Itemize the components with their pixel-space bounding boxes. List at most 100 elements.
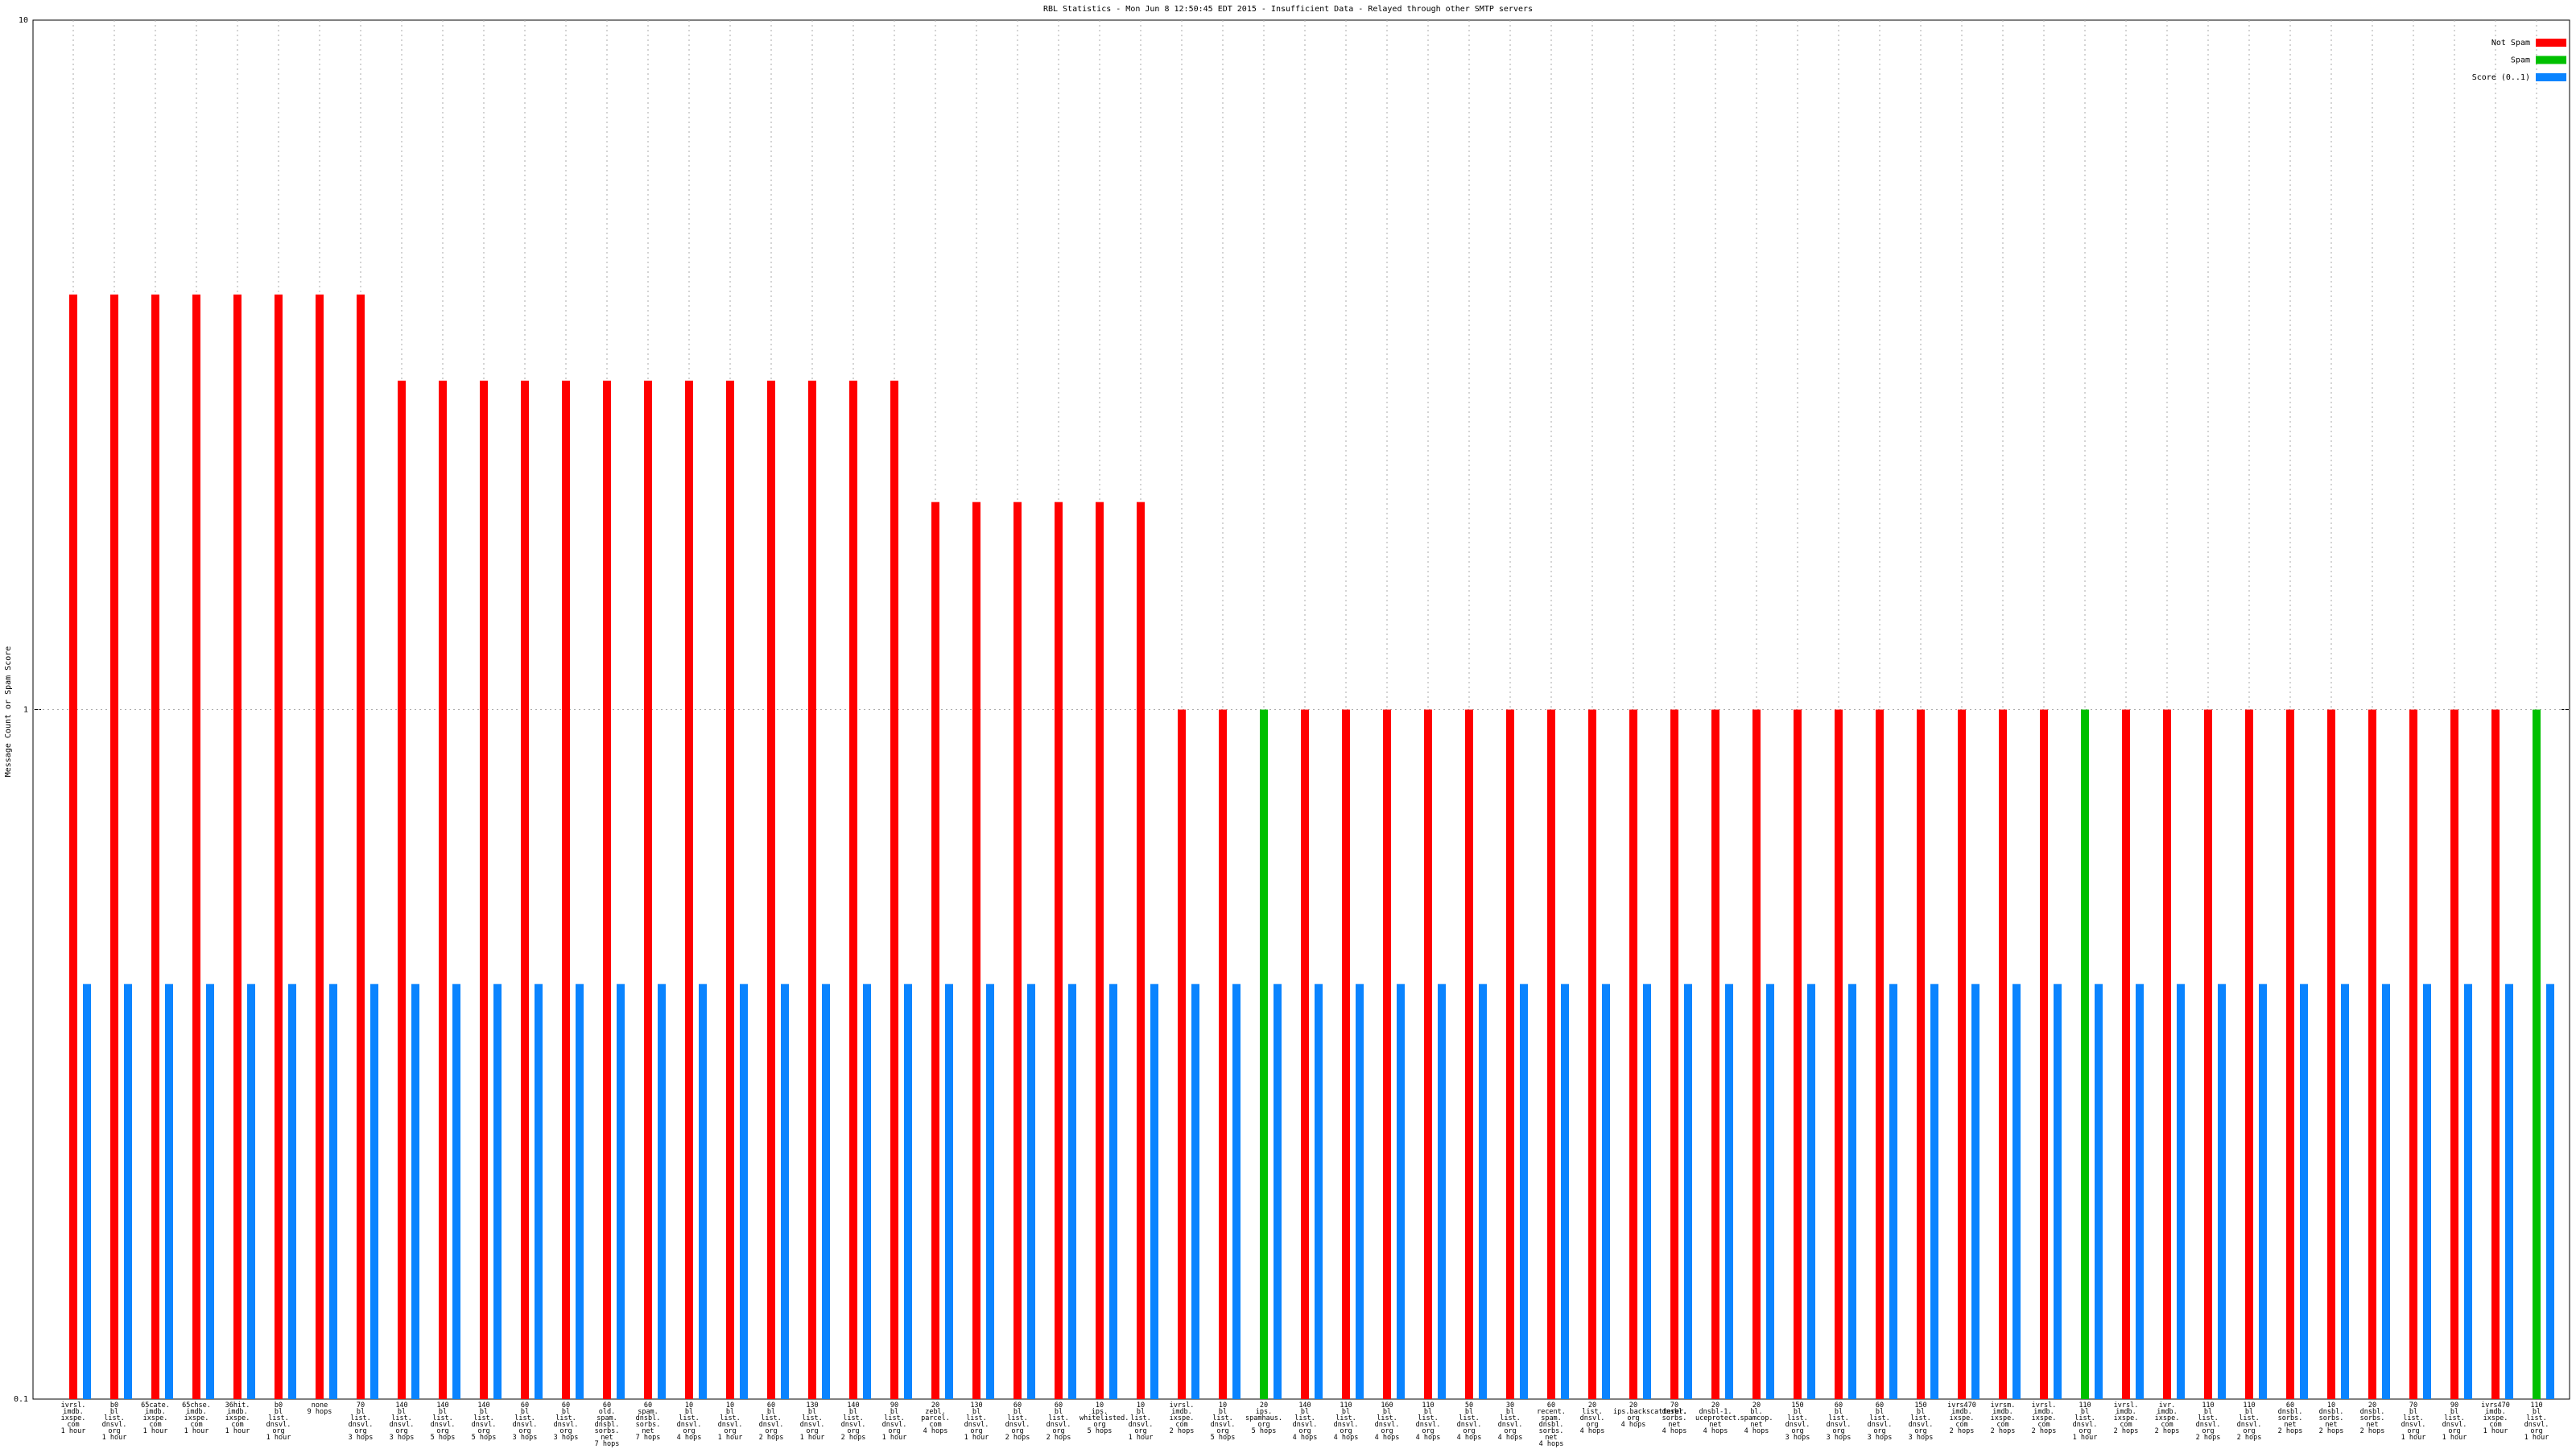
bar [493, 984, 502, 1399]
bar [1219, 709, 1227, 1399]
bar [1520, 984, 1528, 1399]
x-tick-label: 110 bl list. dnsvl. org 1 hour [2072, 1402, 2098, 1442]
bar [480, 380, 488, 1399]
bar [1068, 984, 1076, 1399]
bar [1479, 984, 1487, 1399]
bar [329, 984, 337, 1399]
bar [904, 984, 912, 1399]
bar [1178, 709, 1186, 1399]
x-tick-label: 90 bl list. dnsvl. org 1 hour [2442, 1402, 2467, 1442]
x-tick-label: 150 bl list. dnsvl. org 3 hops [1908, 1402, 1934, 1442]
bar [1930, 984, 1938, 1399]
bar [986, 984, 994, 1399]
x-tick-label: ivrsl. imdb. ixspe. com 1 hour [60, 1402, 86, 1435]
bar [699, 984, 707, 1399]
bar [521, 380, 529, 1399]
bar [2300, 984, 2308, 1399]
x-tick-label: 20 ips. spamhaus. org 5 hops [1245, 1402, 1283, 1435]
x-tick-label: 70 bl list. dnsvl. org 3 hops [348, 1402, 374, 1442]
bar [1547, 709, 1555, 1399]
x-tick-label: 20 dnsbl-1. uceprotect. net 4 hops [1695, 1402, 1741, 1435]
bar [1629, 709, 1637, 1399]
bar [2450, 709, 2458, 1399]
x-tick-label: 20 list. dnsvl. org 4 hops [1579, 1402, 1605, 1435]
bar [822, 984, 830, 1399]
bar [1055, 502, 1063, 1400]
bar [1588, 709, 1596, 1399]
bar [767, 380, 775, 1399]
bar [617, 984, 625, 1399]
x-tick-label: 60 bl list. dnsvl. org 3 hops [1867, 1402, 1893, 1442]
x-tick-label: 30 bl list. dnsvl. org 4 hops [1497, 1402, 1523, 1442]
x-tick-label: 60 bl list. dnsvl. org 3 hops [512, 1402, 538, 1442]
x-tick-label: 10 bl list. dnsvl. org 4 hops [676, 1402, 702, 1442]
bar [1137, 502, 1145, 1400]
bar [1506, 709, 1514, 1399]
x-tick-label: ivrsm. imdb. ixspe. com 2 hops [1990, 1402, 2016, 1435]
bar [1191, 984, 1199, 1399]
bar [2382, 984, 2390, 1399]
bar [2259, 984, 2267, 1399]
chart-title: RBL Statistics - Mon Jun 8 12:50:45 EDT … [1043, 5, 1533, 14]
x-tick-label: 110 bl list. dnsvl. org 2 hops [2236, 1402, 2262, 1442]
x-tick-label: 65cate. imdb. ixspe. com 1 hour [141, 1402, 170, 1435]
x-tick-label: 50 bl list. dnsvl. org 4 hops [1456, 1402, 1482, 1442]
bar [2163, 709, 2171, 1399]
bar [1643, 984, 1651, 1399]
bar [1301, 709, 1309, 1399]
y-axis-label: Message Count or Spam Score [4, 646, 13, 778]
bar [1794, 709, 1802, 1399]
x-tick-label: 110 bl list. dnsvl. org 4 hops [1333, 1402, 1359, 1442]
bar [2327, 709, 2335, 1399]
bar [2013, 984, 2021, 1399]
bar [1602, 984, 1610, 1399]
x-tick-label: 110 bl list. dnsvl. org 1 hour [2524, 1402, 2549, 1442]
bar [1917, 709, 1925, 1399]
bar [2081, 709, 2089, 1399]
x-tick-label: 60 bl list. dnsvl. org 2 hops [758, 1402, 784, 1442]
bar [69, 294, 77, 1399]
x-tick-label: 140 bl list. dnsvl. org 2 hops [840, 1402, 866, 1442]
x-tick-label: ivrsl. imdb. ixspe. com 2 hops [2031, 1402, 2057, 1435]
bar [2177, 984, 2185, 1399]
bar [562, 380, 570, 1399]
bar [1684, 984, 1692, 1399]
x-tick-label: 20 zebl. parcel. com 4 hops [921, 1402, 950, 1435]
bar [2423, 984, 2431, 1399]
bar [316, 294, 324, 1399]
bar [357, 294, 365, 1399]
bar [1725, 984, 1733, 1399]
bar [1096, 502, 1104, 1400]
bar [2341, 984, 2349, 1399]
bar [1711, 709, 1719, 1399]
bar [1397, 984, 1405, 1399]
bar [1342, 709, 1350, 1399]
bar [849, 380, 857, 1399]
bar [247, 984, 255, 1399]
bar [1889, 984, 1897, 1399]
bar [275, 294, 283, 1399]
bar [151, 294, 159, 1399]
x-tick-label: 70 bl list. dnsvl. org 1 hour [2401, 1402, 2426, 1442]
bar [1958, 709, 1966, 1399]
bar [1670, 709, 1678, 1399]
x-tick-label: 130 bl list. dnsvl. org 1 hour [964, 1402, 989, 1442]
x-tick-label: 60 dnsbl. sorbs. net 2 hops [2277, 1402, 2303, 1435]
bar [452, 984, 460, 1399]
legend-label: Score (0..1) [2472, 73, 2530, 82]
x-tick-label: ivrsl. imdb. ixspe. com 2 hops [2113, 1402, 2139, 1435]
bar [890, 380, 898, 1399]
bar [1752, 709, 1761, 1399]
x-tick-label: 60 recent. spam. dnsbl. sorbs. net 4 hop… [1537, 1402, 1566, 1448]
x-tick-label: b0 bl list. dnsvl. org 1 hour [101, 1402, 127, 1442]
bar [110, 294, 118, 1399]
x-tick-label: 60 bl list. dnsvl. org 2 hops [1005, 1402, 1030, 1442]
x-tick-label: 110 bl list. dnsvl. org 2 hops [2195, 1402, 2221, 1442]
bar [931, 502, 939, 1400]
bar [2040, 709, 2048, 1399]
bar [1150, 984, 1158, 1399]
x-tick-label: 150 bl list. dnsvl. org 3 hops [1785, 1402, 1810, 1442]
x-tick-label: ivrs470 imdb. ixspe. com 1 hour [2481, 1402, 2510, 1435]
bar [411, 984, 419, 1399]
